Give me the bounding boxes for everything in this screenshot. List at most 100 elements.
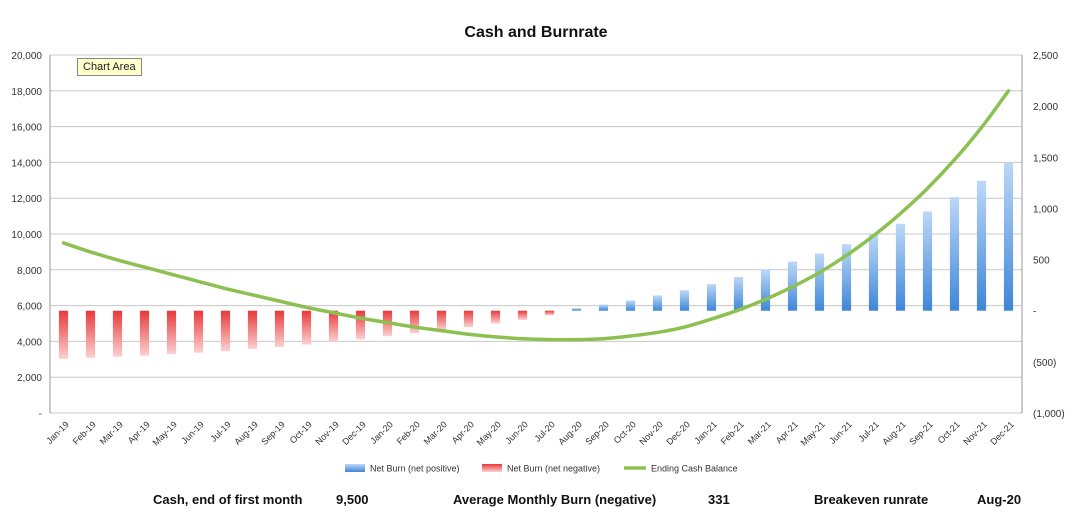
x-tick-label: Mar-20	[422, 419, 449, 446]
x-tick-label: Jul-19	[209, 419, 233, 443]
legend-ending-cash-label: Ending Cash Balance	[651, 464, 738, 474]
avg-burn-label: Average Monthly Burn (negative)	[453, 492, 657, 507]
bar-net-negative	[247, 310, 258, 350]
line-ending-cash-balance	[61, 89, 1011, 342]
legend-net-negative-label: Net Burn (net negative)	[507, 464, 600, 474]
x-tick-label: Dec-20	[664, 419, 692, 447]
bar-net-negative	[139, 310, 150, 356]
x-tick-label: Aug-21	[880, 419, 908, 447]
bar-net-positive	[841, 244, 852, 311]
bar-net-positive	[814, 253, 825, 311]
legend-net-positive-label: Net Burn (net positive)	[370, 464, 460, 474]
bar-net-negative	[409, 310, 420, 334]
y-right-tick-label: 1,500	[1033, 153, 1058, 164]
breakeven-value: Aug-20	[977, 492, 1022, 507]
x-tick-label: Oct-19	[288, 419, 314, 445]
y-right-tick-label: 2,500	[1033, 51, 1058, 62]
x-tick-label: Jun-19	[179, 419, 206, 446]
bar-net-positive	[976, 180, 987, 311]
y-left-tick-label: -	[39, 409, 42, 420]
x-tick-label: Nov-19	[313, 419, 341, 447]
bar-net-positive	[652, 295, 663, 311]
bar-net-negative	[517, 310, 528, 320]
x-tick-label: Sep-19	[259, 419, 287, 447]
bar-net-negative	[85, 310, 96, 358]
y-left-tick-label: 18,000	[11, 87, 42, 98]
x-tick-label: Aug-19	[232, 419, 260, 447]
x-tick-label: Dec-21	[988, 419, 1016, 447]
x-tick-label: Nov-20	[637, 419, 665, 447]
x-tick-label: Jun-21	[827, 419, 854, 446]
bar-net-negative	[274, 310, 285, 348]
y-left-tick-label: 10,000	[11, 230, 42, 241]
x-tick-label: Jan-19	[44, 419, 71, 446]
bar-net-negative	[301, 310, 312, 345]
x-tick-label: May-21	[799, 419, 827, 447]
bar-net-negative	[112, 310, 123, 357]
bar-net-negative	[193, 310, 204, 353]
y-left-tick-label: 12,000	[11, 194, 42, 205]
bar-net-positive	[679, 290, 690, 311]
x-tick-label: Jul-21	[857, 419, 881, 443]
bar-net-positive	[868, 234, 879, 311]
y-left-tick-label: 20,000	[11, 51, 42, 62]
x-tick-label: Sep-20	[583, 419, 611, 447]
x-tick-label: May-19	[151, 419, 179, 447]
x-tick-label: Oct-21	[936, 419, 962, 445]
bar-net-positive	[598, 304, 609, 311]
bar-net-negative	[58, 310, 69, 359]
x-tick-label: Sep-21	[907, 419, 935, 447]
cash-label: Cash, end of first month	[153, 492, 303, 507]
x-tick-label: Oct-20	[612, 419, 638, 445]
y-right-tick-label: (1,000)	[1033, 409, 1065, 420]
bar-net-positive	[706, 284, 717, 311]
y-left-tick-label: 8,000	[17, 266, 42, 277]
x-tick-label: Jun-20	[503, 419, 530, 446]
y-right-tick-label: 500	[1033, 256, 1050, 267]
bar-net-positive	[895, 223, 906, 311]
x-tick-label: Mar-19	[98, 419, 125, 446]
y-left-tick-label: 14,000	[11, 158, 42, 169]
bar-net-positive	[922, 211, 933, 311]
chart-area-tooltip: Chart Area	[77, 58, 142, 76]
bar-net-positive	[1003, 162, 1014, 311]
y-left-tick-label: 4,000	[17, 337, 42, 348]
chart-title: Cash and Burnrate	[464, 24, 607, 41]
x-tick-label: Mar-21	[746, 419, 773, 446]
x-tick-label: Nov-21	[961, 419, 989, 447]
y-left-tick-label: 16,000	[11, 123, 42, 134]
bar-net-negative	[463, 310, 474, 328]
x-tick-label: May-20	[475, 419, 503, 447]
x-tick-label: Feb-19	[71, 419, 98, 446]
bar-net-negative	[436, 310, 447, 331]
bar-net-negative	[490, 310, 501, 324]
y-right-tick-label: (500)	[1033, 358, 1056, 369]
x-tick-label: Jan-21	[692, 419, 719, 446]
bar-net-negative	[220, 310, 231, 352]
x-tick-label: Jul-20	[533, 419, 557, 443]
bar-net-positive	[571, 308, 582, 311]
cash-value: 9,500	[336, 492, 369, 507]
bar-net-positive	[733, 276, 744, 311]
legend-net-negative-swatch	[482, 464, 502, 472]
y-left-tick-label: 6,000	[17, 302, 42, 313]
x-tick-label: Apr-20	[450, 419, 476, 445]
bar-net-negative	[544, 310, 555, 316]
bar-net-positive	[949, 197, 960, 311]
x-tick-label: Dec-19	[340, 419, 368, 447]
bar-net-negative	[166, 310, 177, 355]
avg-burn-value: 331	[708, 492, 730, 507]
bar-net-positive	[625, 300, 636, 311]
x-tick-label: Apr-19	[126, 419, 152, 445]
breakeven-label: Breakeven runrate	[814, 492, 929, 507]
bar-net-positive	[760, 269, 771, 311]
x-tick-label: Jan-20	[368, 419, 395, 446]
x-tick-label: Aug-20	[556, 419, 584, 447]
x-tick-label: Apr-21	[774, 419, 800, 445]
y-left-tick-label: 2,000	[17, 373, 42, 384]
y-right-tick-label: -	[1033, 307, 1036, 318]
x-tick-label: Feb-20	[395, 419, 422, 446]
y-right-tick-label: 1,000	[1033, 204, 1058, 215]
y-right-tick-label: 2,000	[1033, 102, 1058, 113]
